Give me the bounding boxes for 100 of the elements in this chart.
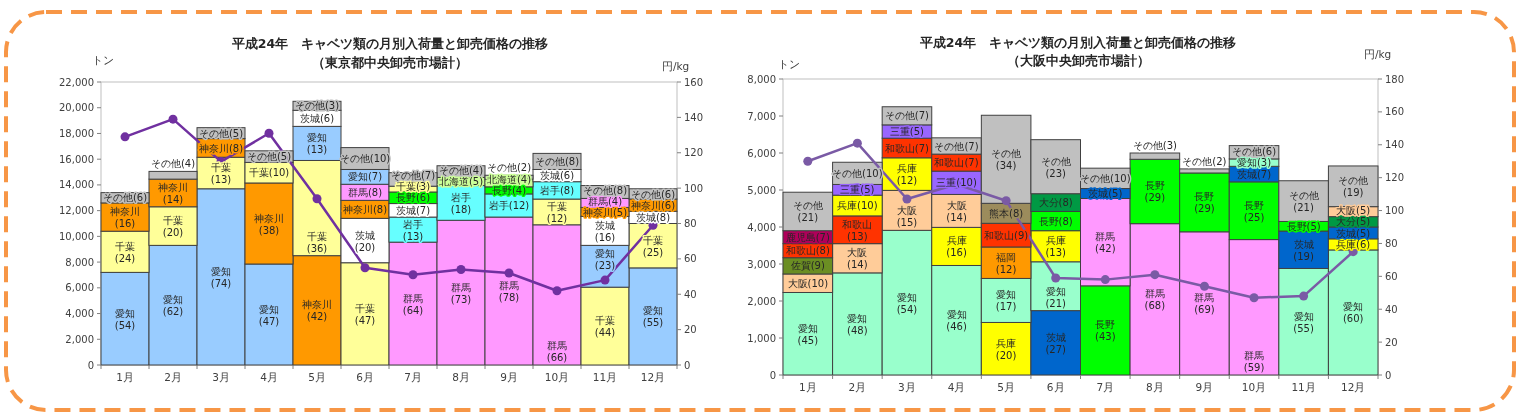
y2-tick-label: 40 [684, 288, 697, 300]
data-label: その他(4) [438, 165, 484, 177]
data-label: 和歌山(8) [785, 245, 830, 257]
data-label: 神奈川(5) [582, 206, 628, 218]
x-tick-label: 7月 [404, 371, 422, 383]
data-label: 兵庫(20) [995, 337, 1017, 361]
data-label: 愛知(54) [896, 291, 918, 315]
x-tick-label: 8月 [452, 371, 470, 383]
y-tick-label: 10,000 [59, 230, 94, 242]
data-label: 北海道(5) [438, 176, 484, 188]
x-tick-label: 6月 [1046, 381, 1065, 393]
data-label: 岩手(18) [450, 191, 472, 215]
x-tick-label: 12月 [1341, 381, 1366, 393]
data-label: 大阪(5) [1336, 205, 1371, 217]
y-tick-label: 8,000 [747, 73, 776, 85]
y-tick-label: 22,000 [59, 76, 94, 88]
x-tick-label: 8月 [1146, 381, 1164, 393]
x-tick-label: 10月 [544, 371, 570, 383]
y2-tick-label: 40 [1385, 303, 1398, 315]
data-label: 大阪(10) [787, 277, 829, 289]
data-label: その他(23) [1040, 155, 1071, 179]
x-tick-label: 5月 [308, 371, 326, 383]
data-label: 神奈川(38) [254, 212, 284, 236]
data-label: 茨城(7) [395, 204, 431, 216]
data-label: 愛知(55) [642, 305, 664, 329]
x-tick-label: 9月 [500, 371, 518, 383]
data-label: 千葉(24) [114, 240, 136, 264]
data-label: 群馬(66) [546, 340, 568, 363]
data-label: 千葉(10) [248, 167, 290, 179]
data-label: 千葉(44) [594, 315, 616, 339]
data-label: 群馬(68) [1144, 288, 1166, 312]
data-label: 群馬(73) [450, 281, 472, 305]
data-label: 群馬(64) [402, 292, 424, 316]
y2-tick-label: 20 [1385, 336, 1398, 348]
y2-tick-label: 100 [1385, 205, 1405, 217]
y2-tick-label: 100 [684, 182, 704, 194]
y2-tick-label: 140 [1385, 139, 1405, 151]
data-label: 神奈川(14) [158, 181, 188, 205]
chart-subtitle: （東京都中央卸売市場計） [312, 55, 468, 70]
data-label: 愛知(74) [210, 265, 232, 289]
y-tick-label: 18,000 [59, 127, 94, 139]
data-label: 兵庫(10) [837, 200, 878, 212]
data-label: 和歌山(13) [842, 218, 873, 242]
data-label: 千葉(36) [306, 230, 328, 254]
data-label: 茨城(19) [1293, 238, 1314, 262]
data-label: その他(34) [991, 148, 1022, 172]
data-label: 鹿児島(7) [785, 231, 830, 243]
y2-tick-label: 20 [684, 324, 697, 336]
data-label: その他(8) [534, 156, 580, 168]
data-label: 佐賀(9) [790, 260, 825, 272]
data-label: 愛知(47) [258, 303, 280, 327]
data-label: 千葉(13) [210, 162, 232, 186]
data-label: 和歌山(7) [934, 157, 979, 169]
data-label: 愛知(13) [306, 132, 328, 156]
data-label: 大阪(15) [896, 205, 918, 229]
data-label: 大分(8) [1038, 197, 1073, 209]
x-tick-label: 10月 [1241, 381, 1267, 393]
data-label: 茨城(27) [1045, 331, 1067, 355]
chart-title: 平成24年 キャベツ類の月別入荷量と卸売価格の推移 [230, 36, 549, 51]
y-tick-label: 4,000 [747, 221, 776, 233]
data-label: その他(8) [582, 184, 628, 196]
data-label: 神奈川(8) [342, 203, 388, 215]
x-tick-label: 4月 [260, 371, 278, 383]
data-label: 愛知(17) [995, 289, 1017, 313]
y2-tick-label: 180 [1385, 73, 1405, 85]
data-label: 兵庫(6) [1336, 238, 1371, 250]
data-label: 三重(5) [840, 184, 875, 196]
data-label: 兵庫(12) [896, 163, 918, 187]
y-tick-label: 5,000 [747, 184, 776, 196]
data-label: 千葉(25) [642, 234, 664, 258]
data-label: 群馬(59) [1243, 350, 1265, 373]
data-label: その他(5) [198, 127, 244, 139]
data-label: 愛知(3) [1236, 157, 1272, 169]
data-label: その他(19) [1338, 175, 1369, 199]
data-label: 愛知(23) [594, 248, 616, 272]
x-tick-label: 3月 [898, 381, 916, 393]
data-label: 愛知(46) [946, 309, 967, 333]
y-axis-title: トン [92, 54, 114, 66]
data-label: 神奈川(16) [110, 206, 140, 230]
y2-axis-title: 円/kg [662, 60, 690, 72]
y2-tick-label: 60 [684, 253, 697, 265]
data-label: その他(6) [102, 192, 148, 204]
data-label: 長野(29) [1144, 180, 1166, 204]
data-label: 神奈川(6) [630, 199, 676, 211]
data-label: その他(10) [832, 167, 883, 179]
data-label: 茨城(6) [539, 170, 575, 182]
x-tick-label: 4月 [947, 381, 966, 393]
x-tick-label: 3月 [212, 371, 230, 383]
data-label: 愛知(7) [347, 171, 383, 183]
y2-tick-label: 120 [1385, 172, 1405, 184]
data-label: 大分(5) [1336, 216, 1371, 228]
y2-tick-label: 140 [684, 111, 704, 123]
data-label: 神奈川(42) [302, 299, 332, 323]
data-label: 長野(29) [1194, 191, 1215, 215]
data-label: 群馬(8) [347, 186, 383, 198]
data-label: 長野(4) [491, 184, 527, 196]
x-tick-label: 2月 [164, 371, 182, 383]
x-tick-label: 11月 [1291, 381, 1316, 393]
x-tick-label: 1月 [116, 371, 134, 383]
y-tick-label: 6,000 [747, 147, 776, 159]
